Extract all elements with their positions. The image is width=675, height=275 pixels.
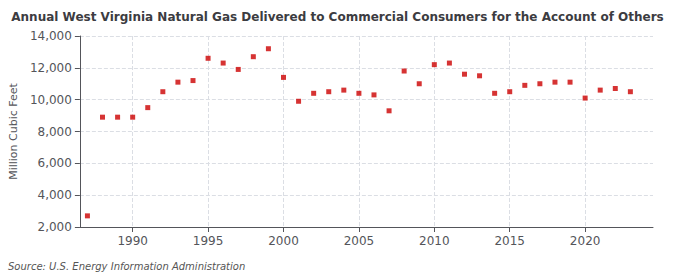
svg-text:2005: 2005 [344,234,375,248]
svg-text:4,000: 4,000 [38,188,72,202]
svg-text:Source: U.S. Energy Informatio: Source: U.S. Energy Information Administ… [8,261,245,272]
svg-text:2000: 2000 [268,234,299,248]
svg-text:14,000: 14,000 [30,29,72,43]
svg-text:12,000: 12,000 [30,61,72,75]
svg-text:2015: 2015 [494,234,525,248]
svg-text:8,000: 8,000 [38,125,72,139]
svg-text:Million Cubic Feet: Million Cubic Feet [7,82,20,179]
svg-text:1990: 1990 [117,234,148,248]
svg-text:1995: 1995 [193,234,224,248]
svg-text:Annual West Virginia Natural G: Annual West Virginia Natural Gas Deliver… [11,10,663,24]
svg-text:10,000: 10,000 [30,93,72,107]
svg-text:2020: 2020 [570,234,601,248]
svg-text:2,000: 2,000 [38,220,72,234]
svg-text:6,000: 6,000 [38,156,72,170]
svg-text:2010: 2010 [419,234,450,248]
